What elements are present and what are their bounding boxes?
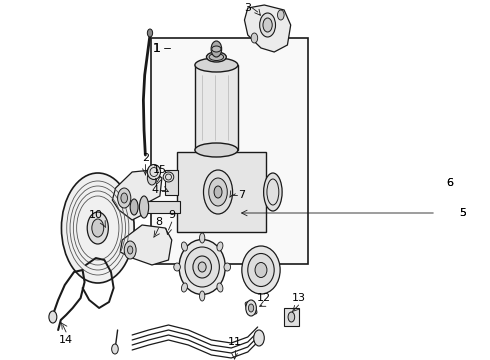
Ellipse shape — [195, 58, 238, 72]
Text: 4: 4 — [151, 185, 158, 195]
Circle shape — [147, 29, 152, 37]
Circle shape — [112, 344, 118, 354]
Ellipse shape — [242, 246, 280, 294]
Text: 10: 10 — [89, 210, 103, 220]
Ellipse shape — [209, 54, 223, 60]
Text: 13: 13 — [292, 293, 306, 303]
Ellipse shape — [199, 233, 205, 243]
Bar — [195, 65, 238, 150]
Circle shape — [209, 178, 227, 206]
Text: 6: 6 — [446, 178, 453, 188]
Ellipse shape — [179, 239, 225, 294]
Ellipse shape — [212, 46, 221, 52]
Ellipse shape — [193, 256, 211, 278]
Circle shape — [211, 41, 221, 57]
Circle shape — [246, 300, 256, 316]
Circle shape — [49, 311, 57, 323]
Polygon shape — [120, 225, 172, 265]
Text: 14: 14 — [59, 335, 73, 345]
Ellipse shape — [248, 253, 274, 287]
Ellipse shape — [130, 199, 138, 215]
Ellipse shape — [255, 262, 267, 278]
Circle shape — [147, 171, 157, 185]
Bar — [284, 308, 298, 326]
Circle shape — [121, 193, 127, 203]
Text: 1: 1 — [153, 41, 161, 54]
Ellipse shape — [195, 143, 238, 157]
Circle shape — [87, 212, 108, 244]
Circle shape — [248, 304, 254, 312]
Bar — [150, 38, 308, 264]
Bar — [177, 152, 266, 232]
Bar — [165, 170, 178, 195]
Text: 2: 2 — [142, 153, 149, 163]
Text: 11: 11 — [227, 337, 242, 347]
Ellipse shape — [185, 247, 220, 287]
Ellipse shape — [217, 283, 223, 292]
Circle shape — [127, 246, 133, 254]
Circle shape — [254, 330, 264, 346]
Circle shape — [118, 188, 131, 208]
Circle shape — [61, 173, 134, 283]
Text: 7: 7 — [238, 190, 245, 200]
Ellipse shape — [206, 52, 226, 62]
Text: 8: 8 — [155, 217, 162, 227]
Ellipse shape — [147, 165, 161, 180]
Circle shape — [124, 241, 136, 259]
Text: 9: 9 — [168, 210, 175, 220]
Ellipse shape — [163, 172, 174, 182]
Circle shape — [203, 170, 233, 214]
Ellipse shape — [198, 262, 206, 272]
Circle shape — [260, 13, 275, 37]
Text: 5: 5 — [459, 208, 466, 218]
Ellipse shape — [181, 283, 187, 292]
Text: 3: 3 — [245, 3, 251, 13]
Circle shape — [214, 186, 222, 198]
Circle shape — [288, 312, 294, 322]
Text: 5: 5 — [459, 208, 466, 218]
Ellipse shape — [224, 263, 231, 271]
Circle shape — [277, 10, 284, 20]
Bar — [144, 201, 180, 213]
Polygon shape — [245, 5, 291, 52]
Text: 12: 12 — [257, 293, 271, 303]
Ellipse shape — [199, 291, 205, 301]
Text: 15: 15 — [153, 165, 167, 175]
Circle shape — [251, 33, 258, 43]
Ellipse shape — [174, 263, 180, 271]
Text: 6: 6 — [446, 178, 453, 188]
Ellipse shape — [245, 302, 257, 314]
Polygon shape — [112, 170, 162, 220]
Ellipse shape — [264, 173, 282, 211]
Circle shape — [92, 219, 104, 237]
Text: 1: 1 — [153, 41, 161, 54]
Ellipse shape — [181, 242, 187, 251]
Ellipse shape — [140, 196, 148, 218]
Ellipse shape — [217, 242, 223, 251]
Circle shape — [263, 18, 272, 32]
